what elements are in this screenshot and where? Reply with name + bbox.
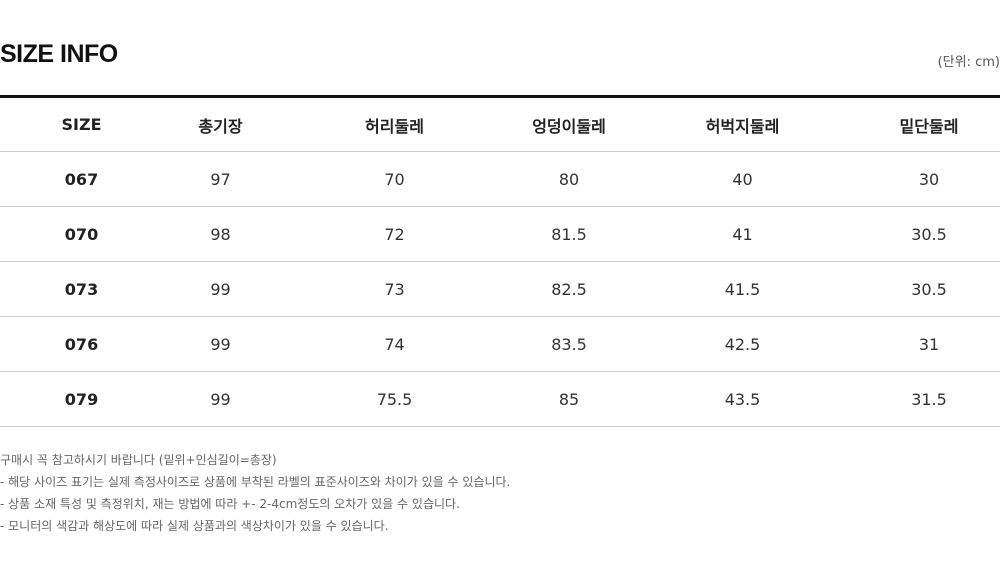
page-title: SIZE INFO [0, 40, 118, 68]
waist-cell: 74 [278, 316, 511, 372]
size-cell: 070 [0, 206, 163, 262]
notes-section: 구매시 꼭 참고하시기 바랍니다 (밑위+인심길이=총장) - 해당 사이즈 표… [0, 449, 510, 537]
size-cell: 067 [0, 151, 163, 207]
hem-cell: 30.5 [858, 261, 1000, 317]
waist-cell: 73 [278, 261, 511, 317]
waist-cell: 70 [278, 151, 511, 207]
hem-cell: 31 [858, 316, 1000, 372]
thigh-cell: 41.5 [627, 261, 858, 317]
size-table: SIZE 총기장 허리둘레 엉덩이둘레 허벅지둘레 밑단둘레 067 97 70… [0, 95, 1000, 427]
table-row: 073 99 73 82.5 41.5 30.5 [0, 261, 1000, 317]
hip-cell: 81.5 [511, 206, 627, 262]
column-header-size: SIZE [0, 96, 163, 152]
column-header-thigh: 허벅지둘레 [627, 96, 858, 152]
hem-cell: 30.5 [858, 206, 1000, 262]
thigh-cell: 40 [627, 151, 858, 207]
total-length-cell: 98 [163, 206, 278, 262]
total-length-cell: 99 [163, 371, 278, 427]
column-header-hip: 엉덩이둘레 [511, 96, 627, 152]
thigh-cell: 43.5 [627, 371, 858, 427]
hip-cell: 85 [511, 371, 627, 427]
table-row: 070 98 72 81.5 41 30.5 [0, 206, 1000, 262]
note-line: 구매시 꼭 참고하시기 바랍니다 (밑위+인심길이=총장) [0, 453, 277, 467]
size-cell: 076 [0, 316, 163, 372]
hem-cell: 31.5 [858, 371, 1000, 427]
unit-label: (단위: cm) [937, 55, 1000, 70]
table-row: 067 97 70 80 40 30 [0, 151, 1000, 207]
column-header-total-length: 총기장 [163, 96, 278, 152]
table-header-row: SIZE 총기장 허리둘레 엉덩이둘레 허벅지둘레 밑단둘레 [0, 96, 1000, 152]
hip-cell: 80 [511, 151, 627, 207]
total-length-cell: 97 [163, 151, 278, 207]
table-row: 076 99 74 83.5 42.5 31 [0, 316, 1000, 372]
thigh-cell: 42.5 [627, 316, 858, 372]
waist-cell: 75.5 [278, 371, 511, 427]
hip-cell: 82.5 [511, 261, 627, 317]
size-cell: 073 [0, 261, 163, 317]
waist-cell: 72 [278, 206, 511, 262]
hip-cell: 83.5 [511, 316, 627, 372]
size-cell: 079 [0, 371, 163, 427]
note-line: - 상품 소재 특성 및 측정위치, 재는 방법에 따라 +- 2-4cm정도의… [0, 497, 460, 511]
note-line: - 해당 사이즈 표기는 실제 측정사이즈로 상품에 부착된 라벨의 표준사이즈… [0, 475, 511, 489]
thigh-cell: 41 [627, 206, 858, 262]
column-header-hem: 밑단둘레 [858, 96, 1000, 152]
note-line: - 모니터의 색감과 해상도에 따라 실제 상품과의 색상차이가 있을 수 있습… [0, 519, 389, 533]
table-row: 079 99 75.5 85 43.5 31.5 [0, 371, 1000, 427]
hem-cell: 30 [858, 151, 1000, 207]
total-length-cell: 99 [163, 316, 278, 372]
column-header-waist: 허리둘레 [278, 96, 511, 152]
total-length-cell: 99 [163, 261, 278, 317]
